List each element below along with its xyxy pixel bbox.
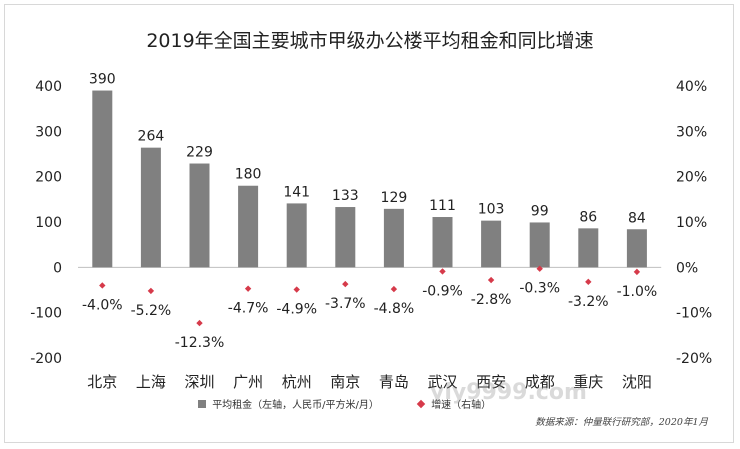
- bar: [189, 163, 210, 268]
- bar: [335, 207, 356, 268]
- growth-value-label: -3.2%: [568, 294, 609, 310]
- bar-value-label: 264: [138, 129, 165, 145]
- y-left-tick-label: 100: [35, 215, 62, 231]
- bar-value-label: 133: [332, 188, 359, 204]
- bar: [238, 185, 259, 268]
- y-right-tick-label: 40%: [676, 79, 707, 95]
- y-left-tick-label: -200: [30, 351, 62, 367]
- chart-title: 2019年全国主要城市甲级办公楼平均租金和同比增速: [146, 30, 594, 52]
- x-category-label: 沈阳: [622, 373, 652, 391]
- x-category-label: 成都: [525, 373, 555, 391]
- growth-point: [487, 276, 495, 284]
- bar: [626, 229, 647, 268]
- bar: [286, 203, 307, 268]
- y-left-tick-label: 300: [35, 124, 62, 140]
- bar: [529, 222, 550, 268]
- bar-value-label: 129: [381, 190, 408, 206]
- legend-swatch-rent: [198, 400, 206, 408]
- y-right-tick-label: 30%: [676, 124, 707, 140]
- bar: [140, 147, 161, 268]
- growth-point: [293, 286, 300, 293]
- bar: [578, 228, 599, 268]
- bar-value-label: 141: [283, 184, 310, 200]
- bar-value-label: 86: [579, 209, 597, 225]
- bar-value-label: 111: [429, 198, 456, 214]
- y-right-tick-label: -10%: [676, 306, 712, 322]
- bar-value-label: 390: [89, 72, 116, 88]
- chart-frame: [4, 4, 734, 443]
- growth-point: [342, 280, 349, 288]
- growth-point: [99, 282, 106, 289]
- growth-point: [244, 285, 252, 292]
- bar-value-label: 180: [235, 167, 262, 183]
- y-left-tick-label: 0: [53, 260, 62, 276]
- legend-label-growth: 增速（右轴）: [431, 400, 492, 411]
- x-category-label: 北京: [87, 373, 117, 391]
- bar: [383, 208, 404, 268]
- bar: [432, 217, 453, 268]
- growth-value-label: -0.9%: [422, 283, 463, 299]
- growth-value-label: -5.2%: [131, 303, 172, 319]
- growth-value-label: -0.3%: [519, 281, 560, 297]
- y-left-tick-label: -100: [30, 306, 62, 322]
- bar-value-label: 103: [478, 202, 505, 218]
- watermark: yly9999.com: [430, 380, 587, 405]
- legend-item-growth: 增速（右轴）: [416, 396, 492, 411]
- growth-point: [633, 268, 641, 276]
- bar-value-label: 84: [628, 210, 646, 226]
- growth-value-label: -4.0%: [82, 297, 123, 313]
- legend-item-rent: 平均租金（左轴，人民币/平方米/月）: [198, 396, 379, 411]
- y-right-tick-label: 10%: [676, 215, 707, 231]
- growth-value-label: -4.8%: [374, 301, 415, 317]
- growth-point: [196, 319, 203, 327]
- growth-value-label: -3.7%: [325, 296, 366, 312]
- source-note: 数据来源：仲量联行研究部，2020年1月: [535, 417, 708, 428]
- x-category-label: 广州: [233, 373, 263, 391]
- y-right-tick-label: 0%: [676, 260, 698, 276]
- x-category-label: 武汉: [427, 373, 457, 391]
- growth-value-label: -4.7%: [228, 301, 269, 317]
- growth-value-label: -12.3%: [175, 335, 225, 351]
- x-category-label: 深圳: [184, 373, 214, 391]
- growth-value-label: -4.9%: [276, 302, 317, 318]
- growth-point: [390, 285, 398, 293]
- y-right-tick-label: -20%: [676, 351, 712, 367]
- bar-value-label: 99: [531, 203, 549, 219]
- growth-value-label: -1.0%: [617, 284, 658, 300]
- growth-point: [585, 278, 592, 286]
- legend-label-rent: 平均租金（左轴，人民币/平方米/月）: [212, 400, 379, 411]
- x-category-label: 重庆: [573, 373, 603, 391]
- bar: [92, 90, 113, 268]
- y-left-tick-label: 400: [35, 79, 62, 95]
- x-category-label: 西安: [476, 373, 506, 391]
- x-category-label: 青岛: [379, 373, 409, 391]
- growth-value-label: -2.8%: [471, 292, 512, 308]
- growth-point: [536, 265, 543, 272]
- growth-point: [147, 287, 155, 295]
- y-left-tick-label: 200: [35, 170, 62, 186]
- x-category-label: 上海: [136, 373, 166, 391]
- x-category-label: 南京: [330, 373, 360, 391]
- x-category-label: 杭州: [282, 373, 312, 391]
- growth-point: [439, 268, 446, 275]
- bar-value-label: 229: [186, 145, 213, 161]
- bar: [481, 220, 502, 268]
- legend-swatch-growth: [416, 399, 426, 409]
- y-right-tick-label: 20%: [676, 170, 707, 186]
